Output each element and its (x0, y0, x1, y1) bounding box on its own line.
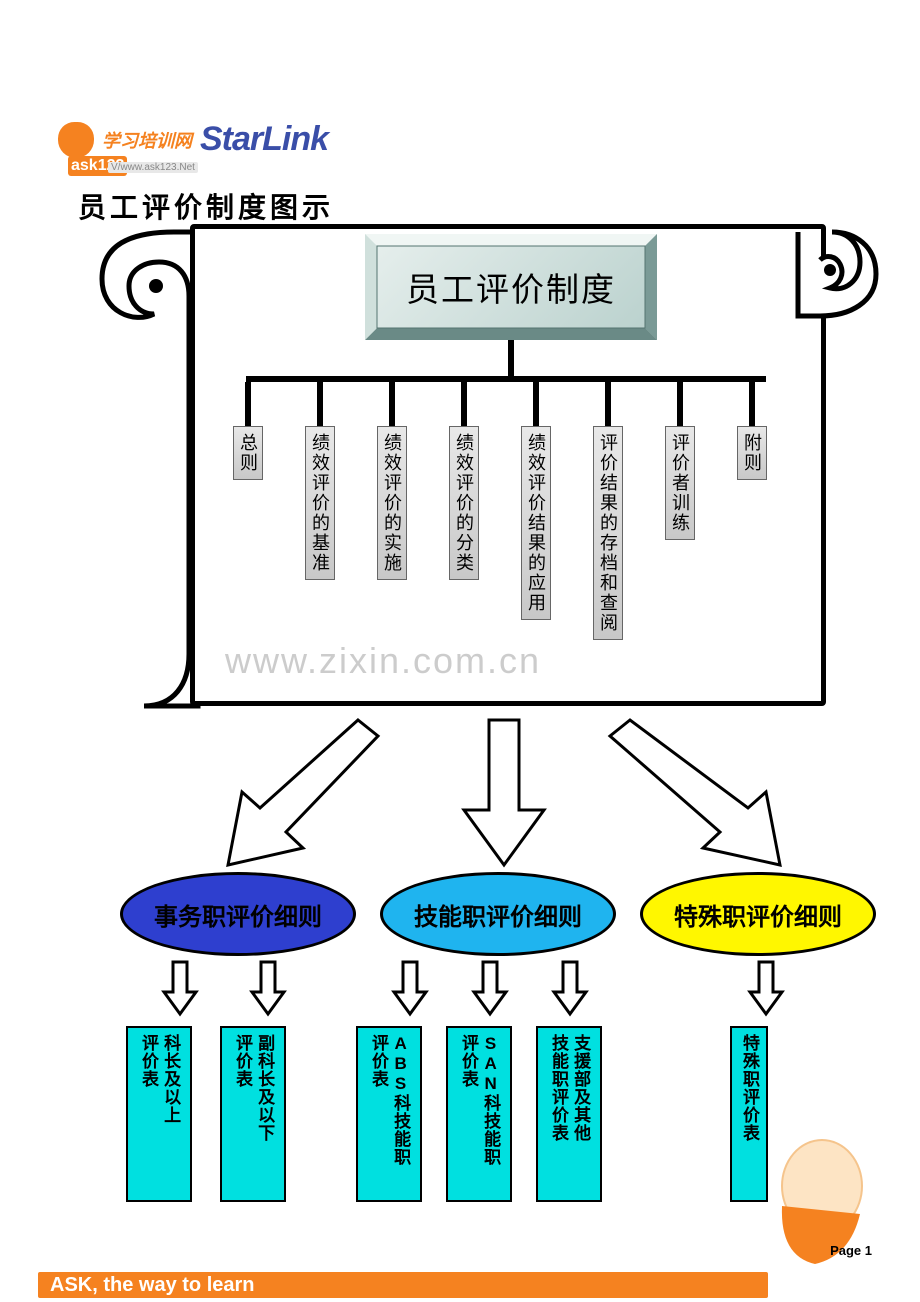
ask123-logo (58, 122, 94, 158)
tree-stem (508, 340, 514, 380)
leaf-column: 副科长及以下 (253, 1034, 275, 1142)
leaf-column: 评价表 (231, 1034, 253, 1088)
arrow-right (600, 710, 800, 870)
leaf-box: 评价表副科长及以下 (220, 1026, 286, 1202)
page-number: Page 1 (830, 1243, 872, 1258)
small-arrow-icon (160, 958, 200, 1020)
tree-drop (605, 382, 611, 426)
ellipse-node: 技能职评价细则 (380, 872, 616, 956)
category-box: 评价者训练 (665, 426, 695, 540)
leaf-column: 科长及以上 (159, 1034, 181, 1124)
arrow-left (208, 710, 388, 870)
category-box: 附则 (737, 426, 767, 480)
tree-drop (245, 382, 251, 426)
main-title-text: 员工评价制度 (406, 263, 616, 311)
leaf-box: 技能职评价表支援部及其他 (536, 1026, 602, 1202)
leaf-column: 特殊职评价表 (738, 1034, 760, 1142)
ellipse-node: 特殊职评价细则 (640, 872, 876, 956)
leaf-column: ABS科技能职 (389, 1034, 411, 1166)
ellipse-node: 事务职评价细则 (120, 872, 356, 956)
leaf-column: 评价表 (457, 1034, 479, 1088)
leaf-column: SAN科技能职 (479, 1034, 501, 1166)
ask-head-icon (58, 122, 94, 158)
category-box: 绩效评价的基准 (305, 426, 335, 580)
tree-hbar (246, 376, 766, 382)
page-title: 员工评价制度图示 (78, 186, 334, 226)
footer-text: ASK, the way to learn (50, 1274, 255, 1297)
category-box: 绩效评价结果的应用 (521, 426, 551, 620)
leaf-box: 评价表ABS科技能职 (356, 1026, 422, 1202)
logo-url: V/www.ask123.Net (108, 162, 198, 173)
logo-block: 学习培训网 StarLink (58, 120, 328, 159)
leaf-column: 技能职评价表 (547, 1034, 569, 1142)
small-arrow-icon (550, 958, 590, 1020)
logo-cn-text: 学习培训网 (102, 127, 192, 153)
main-title-box: 员工评价制度 (365, 234, 657, 340)
footer-bar: ASK, the way to learn (38, 1272, 768, 1298)
leaf-box: 评价表科长及以上 (126, 1026, 192, 1202)
category-box: 绩效评价的分类 (449, 426, 479, 580)
arrow-mid (454, 710, 554, 870)
small-arrow-icon (248, 958, 288, 1020)
tree-drop (317, 382, 323, 426)
small-arrow-icon (746, 958, 786, 1020)
small-arrow-icon (470, 958, 510, 1020)
tree-drop (677, 382, 683, 426)
small-arrow-icon (390, 958, 430, 1020)
category-box: 总则 (233, 426, 263, 480)
starlink-logo: StarLink (200, 120, 328, 159)
leaf-box: 评价表SAN科技能职 (446, 1026, 512, 1202)
category-box: 绩效评价的实施 (377, 426, 407, 580)
scroll-right-roll (790, 224, 890, 324)
leaf-column: 评价表 (367, 1034, 389, 1088)
leaf-column: 评价表 (137, 1034, 159, 1088)
leaf-column: 支援部及其他 (569, 1034, 591, 1142)
tree-drop (533, 382, 539, 426)
tree-drop (461, 382, 467, 426)
tree-drop (389, 382, 395, 426)
scroll-left-roll (94, 224, 204, 724)
category-box: 评价结果的存档和查阅 (593, 426, 623, 640)
tree-drop (749, 382, 755, 426)
